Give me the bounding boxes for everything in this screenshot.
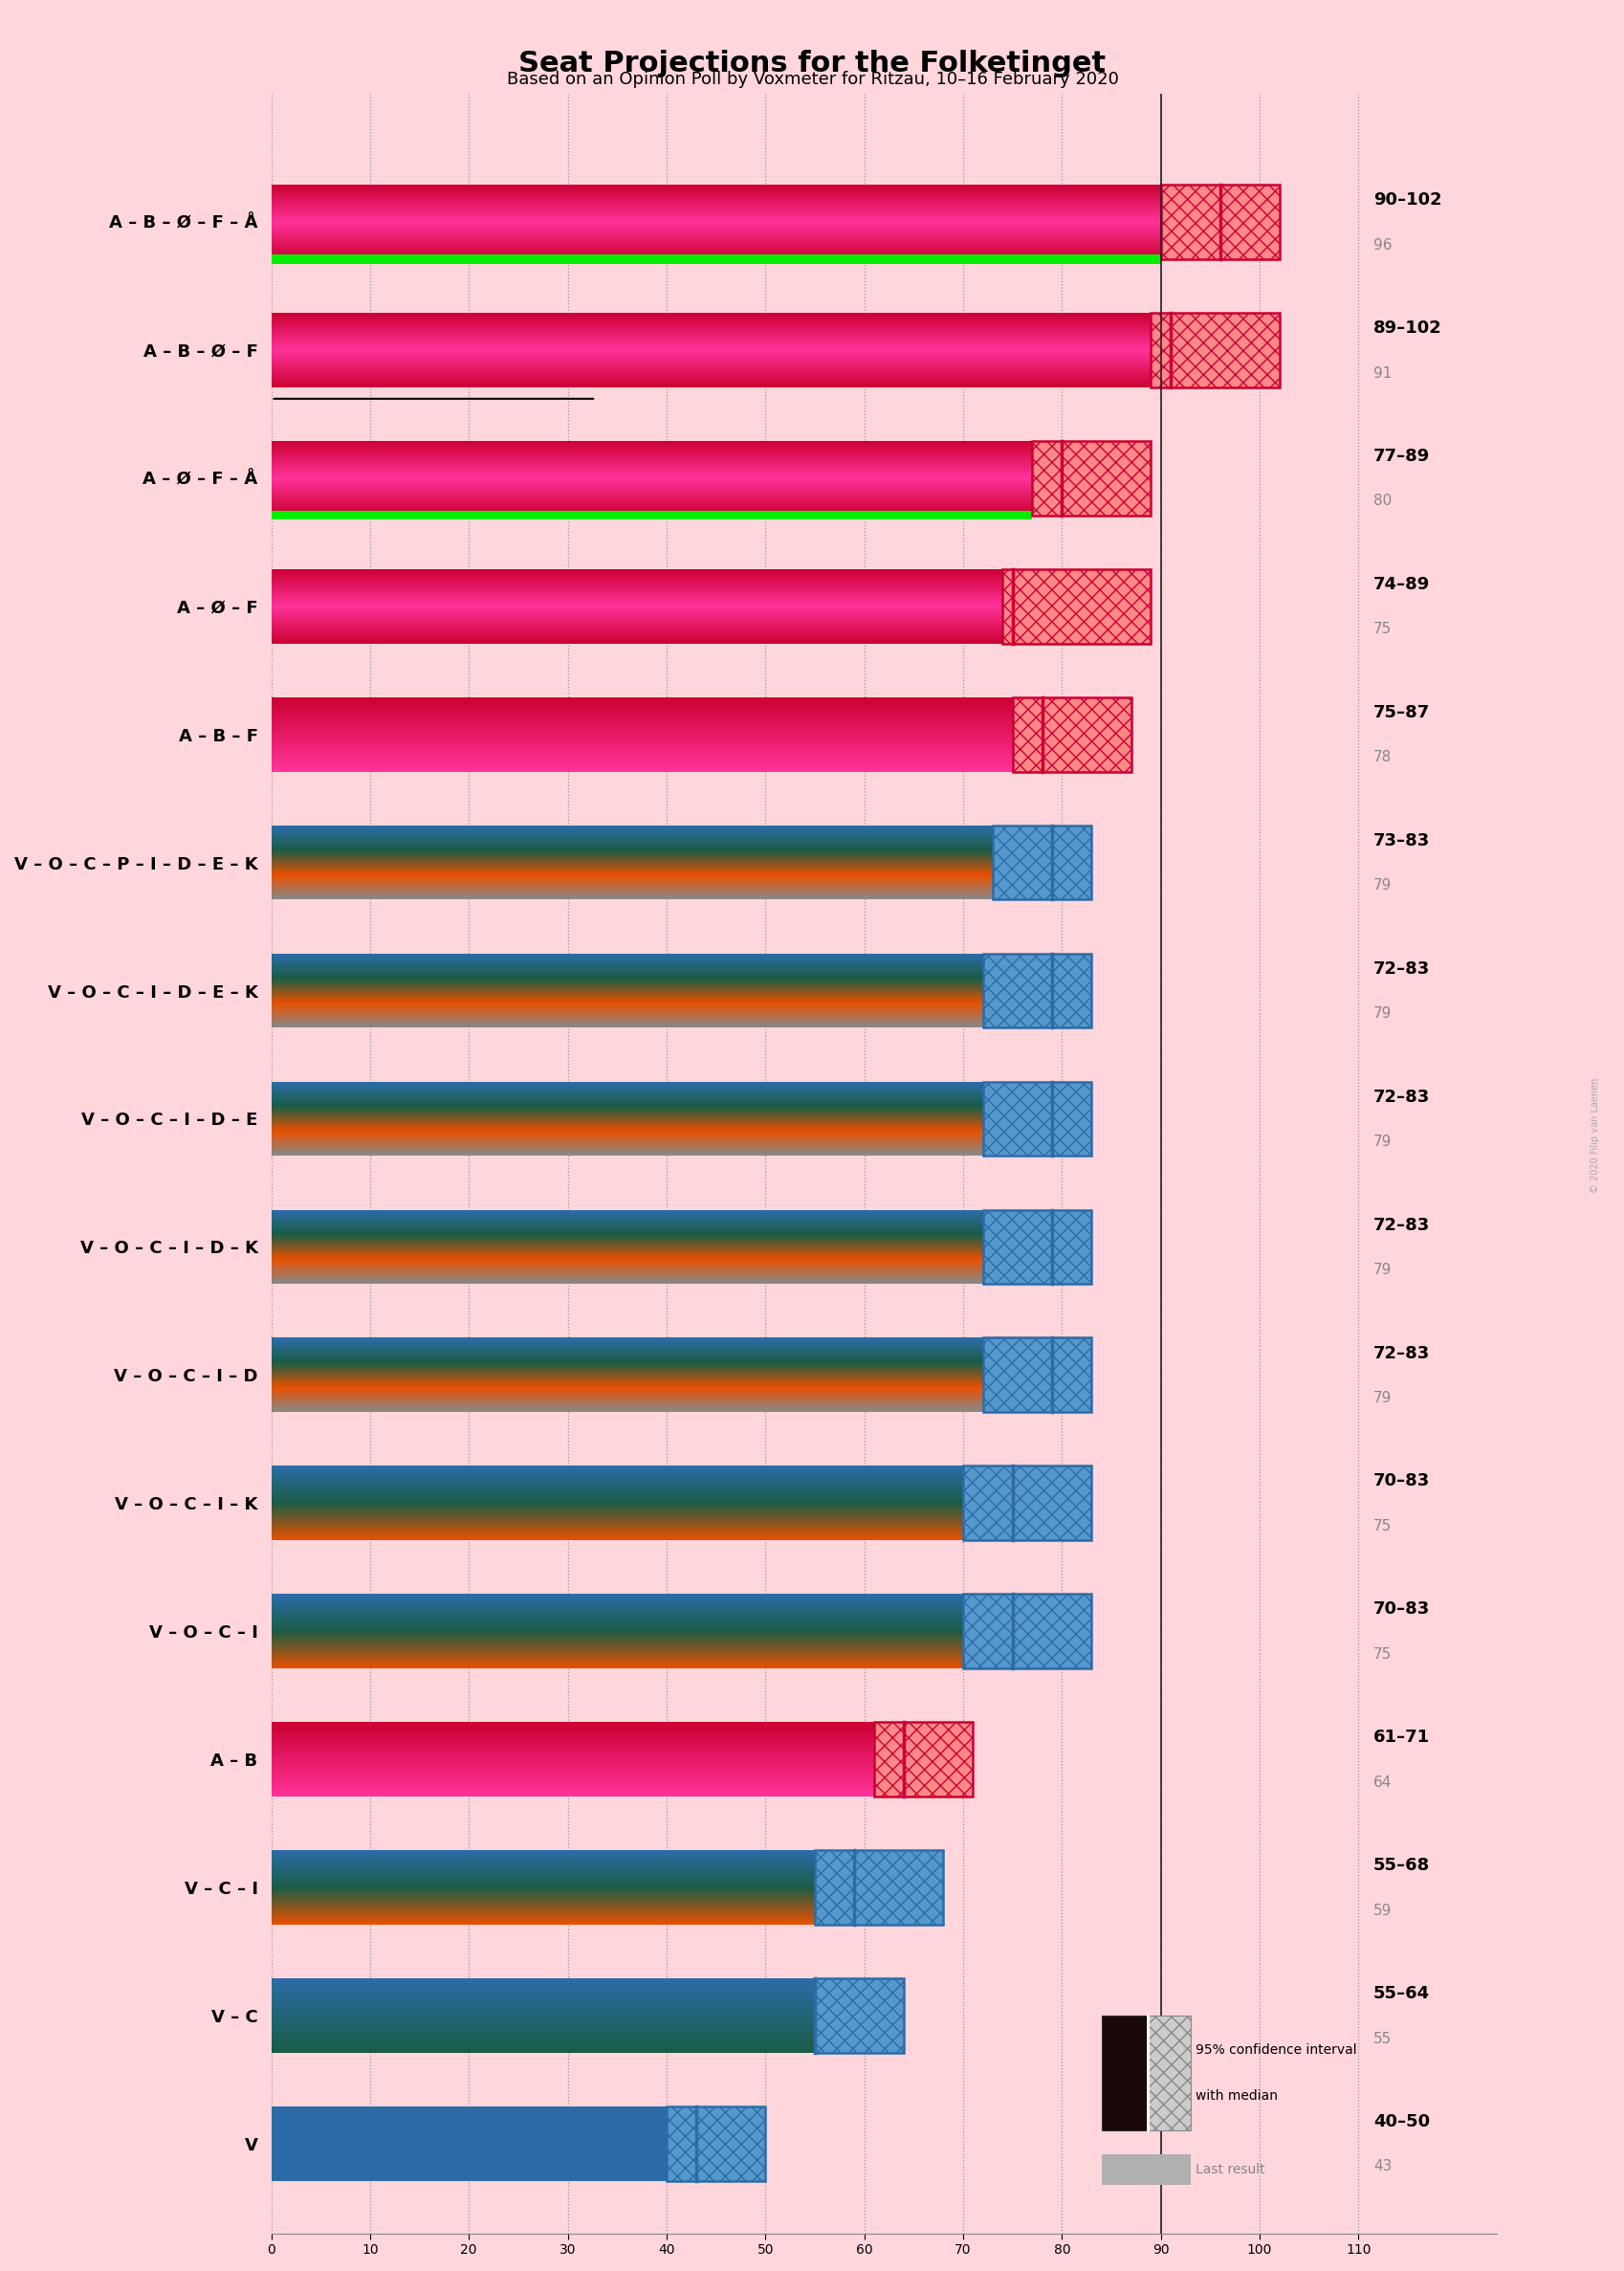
Bar [271, 2005, 814, 2026]
Bar [992, 824, 1091, 899]
Text: 59: 59 [1372, 1903, 1392, 1917]
Bar [271, 981, 1051, 999]
Text: 80: 80 [1372, 495, 1390, 509]
Text: 79: 79 [1372, 1390, 1392, 1406]
Text: Seat Projections for the Folketinget: Seat Projections for the Folketinget [518, 50, 1106, 77]
Bar [983, 954, 1091, 1029]
Text: 75: 75 [1372, 1646, 1390, 1662]
Bar [1031, 441, 1150, 516]
Text: Based on an Opinion Poll by Voxmeter for Ritzau, 10–16 February 2020: Based on an Opinion Poll by Voxmeter for… [507, 70, 1117, 89]
Bar [271, 1494, 1012, 1512]
Text: 64: 64 [1372, 1776, 1392, 1790]
Text: 70–83: 70–83 [1372, 1601, 1429, 1617]
Text: 61–71: 61–71 [1372, 1728, 1429, 1746]
Text: 74–89: 74–89 [1372, 577, 1429, 593]
Text: 40–50: 40–50 [1372, 2114, 1429, 2130]
Bar [1101, 2014, 1147, 2130]
Text: © 2020 Filip van Laenen: © 2020 Filip van Laenen [1590, 1079, 1600, 1192]
Text: 96: 96 [1372, 238, 1392, 252]
Bar [983, 1338, 1091, 1413]
Bar [1101, 2153, 1190, 2185]
Bar [271, 341, 1169, 359]
Text: 75: 75 [1372, 1519, 1390, 1533]
Bar [271, 1878, 854, 1896]
Text: 79: 79 [1372, 879, 1392, 893]
Bar [271, 1749, 903, 1769]
Text: 75–87: 75–87 [1372, 704, 1429, 722]
Bar [1160, 184, 1278, 259]
Text: 70–83: 70–83 [1372, 1472, 1429, 1490]
Bar [271, 254, 1160, 263]
Bar [1147, 2014, 1190, 2130]
Text: 75: 75 [1372, 622, 1390, 636]
Bar [814, 1978, 903, 2053]
Bar [874, 1721, 973, 1796]
Text: with median: with median [1195, 2089, 1276, 2103]
Bar [271, 211, 1220, 232]
Bar [1150, 313, 1278, 388]
Bar [271, 468, 1062, 488]
Bar [271, 511, 1031, 520]
Text: 72–83: 72–83 [1372, 961, 1429, 977]
Bar [271, 2107, 666, 2180]
Bar [963, 1465, 1091, 1540]
Bar [271, 1621, 1012, 1640]
Bar [983, 1081, 1091, 1156]
Text: 89–102: 89–102 [1372, 320, 1440, 336]
Text: 73–83: 73–83 [1372, 831, 1429, 849]
Bar [1012, 697, 1130, 772]
Text: Last result: Last result [1195, 2162, 1263, 2176]
Text: 55: 55 [1372, 2030, 1390, 2046]
Bar [666, 2107, 765, 2180]
Bar [1002, 570, 1150, 643]
Text: 78: 78 [1372, 749, 1390, 765]
Text: 90–102: 90–102 [1372, 191, 1440, 209]
Text: 77–89: 77–89 [1372, 447, 1429, 466]
Bar [271, 597, 1012, 615]
Text: 79: 79 [1372, 1006, 1392, 1022]
Bar [271, 854, 1051, 872]
Text: 72–83: 72–83 [1372, 1217, 1429, 1233]
Text: 91: 91 [1372, 366, 1392, 379]
Text: 72–83: 72–83 [1372, 1344, 1429, 1363]
Bar [271, 2135, 695, 2153]
Bar [963, 1594, 1091, 1669]
Bar [271, 1238, 1051, 1256]
Text: 95% confidence interval: 95% confidence interval [1195, 2044, 1356, 2058]
Bar [271, 1365, 1051, 1385]
Text: 55–68: 55–68 [1372, 1858, 1429, 1874]
Bar [271, 1108, 1051, 1129]
Bar [983, 1210, 1091, 1283]
Text: 79: 79 [1372, 1263, 1392, 1276]
Text: 79: 79 [1372, 1136, 1392, 1149]
Bar [814, 1851, 944, 1924]
Bar [271, 724, 1041, 745]
Text: 43: 43 [1372, 2160, 1392, 2173]
Text: 72–83: 72–83 [1372, 1088, 1429, 1106]
Text: 55–64: 55–64 [1372, 1985, 1429, 2003]
